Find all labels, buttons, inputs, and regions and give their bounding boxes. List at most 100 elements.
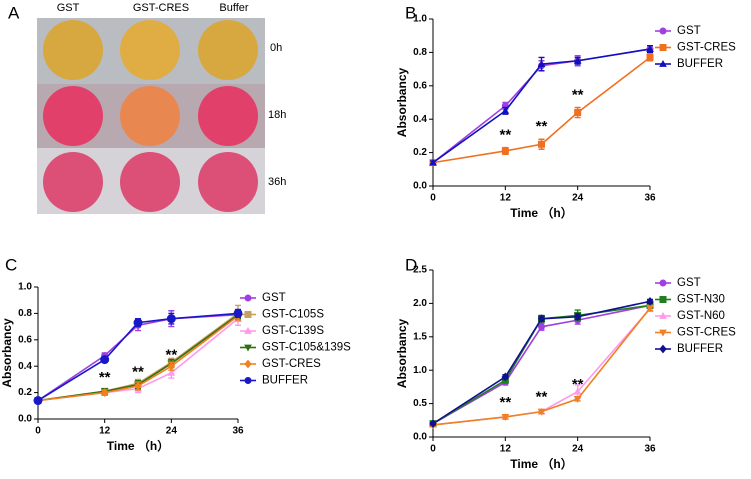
marker: [429, 419, 437, 429]
well: [120, 152, 180, 212]
y-tick-label: 1.5: [413, 331, 427, 342]
x-axis-title: Time （h）: [107, 438, 169, 453]
y-tick-label: 0.6: [18, 334, 32, 345]
y-axis-title: Absorbancy: [395, 319, 409, 389]
annotation: **: [165, 346, 177, 363]
marker: [573, 396, 582, 403]
legend-label: GST-C139S: [262, 325, 324, 337]
marker: [574, 312, 582, 322]
panel-label: A: [8, 3, 20, 22]
x-tick-label: 24: [572, 193, 584, 204]
x-tick-label: 24: [166, 426, 178, 437]
y-tick-label: 0.8: [413, 47, 427, 58]
marker: [134, 381, 142, 391]
marker: [166, 314, 176, 324]
marker: [537, 408, 546, 416]
annotation: **: [132, 364, 144, 381]
row-label: 0h: [270, 42, 282, 54]
legend-label: GST-CRES: [262, 358, 321, 370]
annotation: **: [536, 389, 548, 406]
panel-label: B: [405, 3, 416, 22]
marker: [646, 53, 654, 61]
legend-marker: [244, 377, 252, 384]
legend-marker: [659, 344, 667, 354]
legend-marker: [659, 279, 667, 287]
y-tick-label: 0.4: [18, 361, 32, 372]
y-axis-title: Absorbancy: [395, 68, 409, 138]
panel-label: D: [405, 255, 417, 274]
marker: [573, 387, 582, 395]
photo-panel: A GST GST-CRES Buffer 0h 18h 36h: [8, 2, 286, 214]
legend-label: GST: [677, 277, 701, 289]
marker: [167, 368, 176, 376]
y-tick-label: 2.5: [413, 265, 427, 276]
column-label: GST: [57, 2, 80, 14]
x-tick-label: 36: [644, 193, 656, 204]
x-tick-label: 24: [572, 444, 584, 455]
x-tick-label: 36: [644, 444, 656, 455]
legend-marker: [244, 326, 252, 334]
marker: [501, 372, 509, 382]
chart: C 0.0 0.2 0.4 0.6 0.8 1.0 0 12 24 36 Time （h） Absorb…: [0, 255, 351, 453]
marker: [501, 147, 509, 155]
marker: [100, 355, 110, 365]
well: [198, 86, 258, 146]
marker: [167, 361, 175, 371]
legend-label: GST-N60: [677, 310, 725, 322]
marker: [33, 396, 43, 406]
well: [43, 86, 103, 146]
marker: [538, 323, 545, 331]
x-tick-label: 0: [35, 426, 41, 437]
annotation: **: [499, 394, 511, 411]
legend-marker: [244, 344, 252, 352]
legend-marker: [659, 329, 667, 337]
marker: [646, 297, 654, 306]
marker: [537, 314, 546, 324]
chart: D 0.0 0.5 1.0 1.5 2.0 2.5 0 12 24 36 Time （h） Absorb…: [395, 255, 736, 471]
y-tick-label: 1.0: [413, 14, 427, 25]
legend-label: GST-C105S: [262, 309, 324, 321]
legend-marker: [659, 296, 667, 303]
well: [43, 152, 103, 212]
well: [43, 20, 103, 80]
y-tick-label: 0.0: [413, 181, 427, 192]
legend-marker: [659, 311, 667, 319]
well: [198, 20, 258, 80]
legend-marker: [659, 27, 667, 35]
y-tick-label: 0.2: [18, 387, 32, 398]
marker: [429, 158, 437, 166]
legend-label: GST: [262, 292, 286, 304]
marker: [574, 109, 582, 117]
row-label: 18h: [268, 109, 286, 121]
legend-label: BUFFER: [677, 58, 723, 70]
y-tick-label: 0.4: [413, 114, 427, 125]
y-tick-label: 0.6: [413, 80, 427, 91]
legend-label: BUFFER: [677, 343, 723, 355]
y-tick-label: 1.0: [413, 365, 427, 376]
marker: [101, 388, 109, 397]
column-label: GST-CRES: [133, 2, 189, 14]
legend-marker: [244, 311, 252, 318]
well: [120, 20, 180, 80]
row-label: 36h: [268, 176, 286, 188]
x-axis-title: Time （h）: [510, 205, 572, 220]
legend-marker: [659, 44, 667, 51]
annotation: **: [99, 369, 111, 386]
legend-label: GST-C105&139S: [262, 342, 351, 354]
marker: [501, 106, 510, 114]
y-tick-label: 0.8: [18, 308, 32, 319]
marker: [537, 60, 546, 67]
legend-label: GST: [677, 25, 701, 37]
x-tick-label: 0: [430, 193, 436, 204]
y-axis-title: Absorbancy: [0, 318, 14, 388]
well: [120, 86, 180, 146]
marker: [573, 56, 582, 64]
y-tick-label: 0.0: [18, 414, 32, 425]
legend-marker: [244, 294, 252, 302]
x-tick-label: 12: [500, 193, 512, 204]
annotation: **: [572, 376, 584, 393]
column-label: Buffer: [219, 2, 248, 14]
marker: [538, 140, 545, 148]
y-tick-label: 0.0: [413, 432, 427, 443]
